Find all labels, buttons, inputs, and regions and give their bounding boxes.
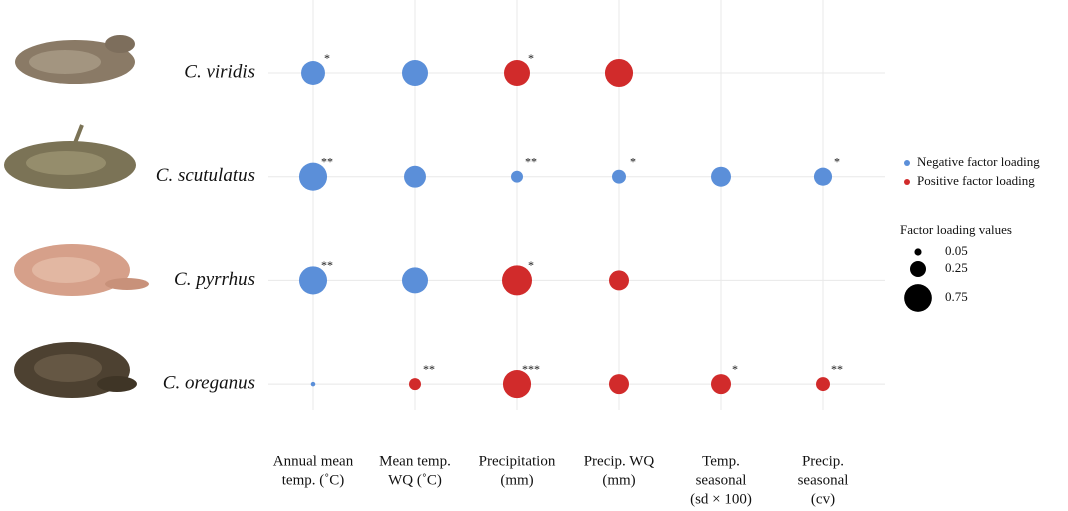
significance-label: * [528, 258, 534, 272]
significance-label: *** [522, 362, 540, 376]
x-tick-label: temp. (˚C) [282, 472, 344, 488]
x-tick-label: (cv) [811, 491, 835, 507]
significance-label: * [834, 154, 840, 168]
significance-label: ** [525, 154, 537, 168]
bubble [711, 374, 731, 394]
bubble [814, 168, 832, 186]
legend-title: Factor loading values [900, 222, 1012, 237]
bubble [409, 378, 421, 390]
x-tick-label: seasonal [696, 472, 747, 488]
significance-label: ** [321, 154, 333, 168]
species-label: C. oreganus [163, 372, 255, 393]
species-label: C. scutulatus [156, 165, 255, 186]
bubble [816, 377, 830, 391]
bubble [402, 60, 428, 86]
x-tick-label: (mm) [500, 472, 533, 488]
bubble [404, 166, 426, 188]
bubble [301, 61, 325, 85]
bubble [612, 170, 626, 184]
bubble [311, 382, 316, 387]
x-tick-label: (sd × 100) [690, 491, 752, 507]
chart: Annual mean temp. (˚C) Mean temp. WQ (˚C) Pr… [0, 0, 1068, 511]
x-tick-label: WQ (˚C) [388, 472, 442, 488]
legend-size-label: 0.25 [945, 260, 968, 275]
legend-swatch [904, 179, 910, 185]
legend-label: Positive factor loading [917, 173, 1035, 188]
legend-label: Negative factor loading [917, 154, 1040, 169]
x-tick-label: (mm) [602, 472, 635, 488]
bubble [511, 171, 523, 183]
legend-size [904, 284, 932, 312]
x-tick-label: Precip. [802, 453, 844, 469]
legend-size [914, 248, 921, 255]
legend-size-label: 0.75 [945, 289, 968, 304]
significance-label: * [324, 51, 330, 65]
bubble [711, 167, 731, 187]
species-label: C. viridis [184, 61, 255, 82]
significance-label: * [732, 362, 738, 376]
bubble [605, 59, 633, 87]
bubble [609, 270, 629, 290]
legend-size-label: 0.05 [945, 243, 968, 258]
snake-images [4, 35, 149, 398]
x-tick-label: Temp. [702, 453, 740, 469]
x-tick-label: Precipitation [479, 453, 556, 469]
x-tick-label: Mean temp. [379, 453, 451, 469]
significance-label: * [528, 51, 534, 65]
bubble [402, 267, 428, 293]
legend-swatch [904, 160, 910, 166]
significance-label: ** [831, 362, 843, 376]
bubble [609, 374, 629, 394]
x-tick-label: Precip. WQ [584, 453, 655, 469]
bubble [504, 60, 530, 86]
species-label: C. pyrrhus [174, 269, 255, 290]
significance-label: ** [321, 258, 333, 272]
significance-label: * [630, 154, 636, 168]
legend-size [910, 261, 926, 277]
x-tick-label: Annual mean [273, 453, 354, 469]
significance-label: ** [423, 362, 435, 376]
x-tick-label: seasonal [798, 472, 849, 488]
